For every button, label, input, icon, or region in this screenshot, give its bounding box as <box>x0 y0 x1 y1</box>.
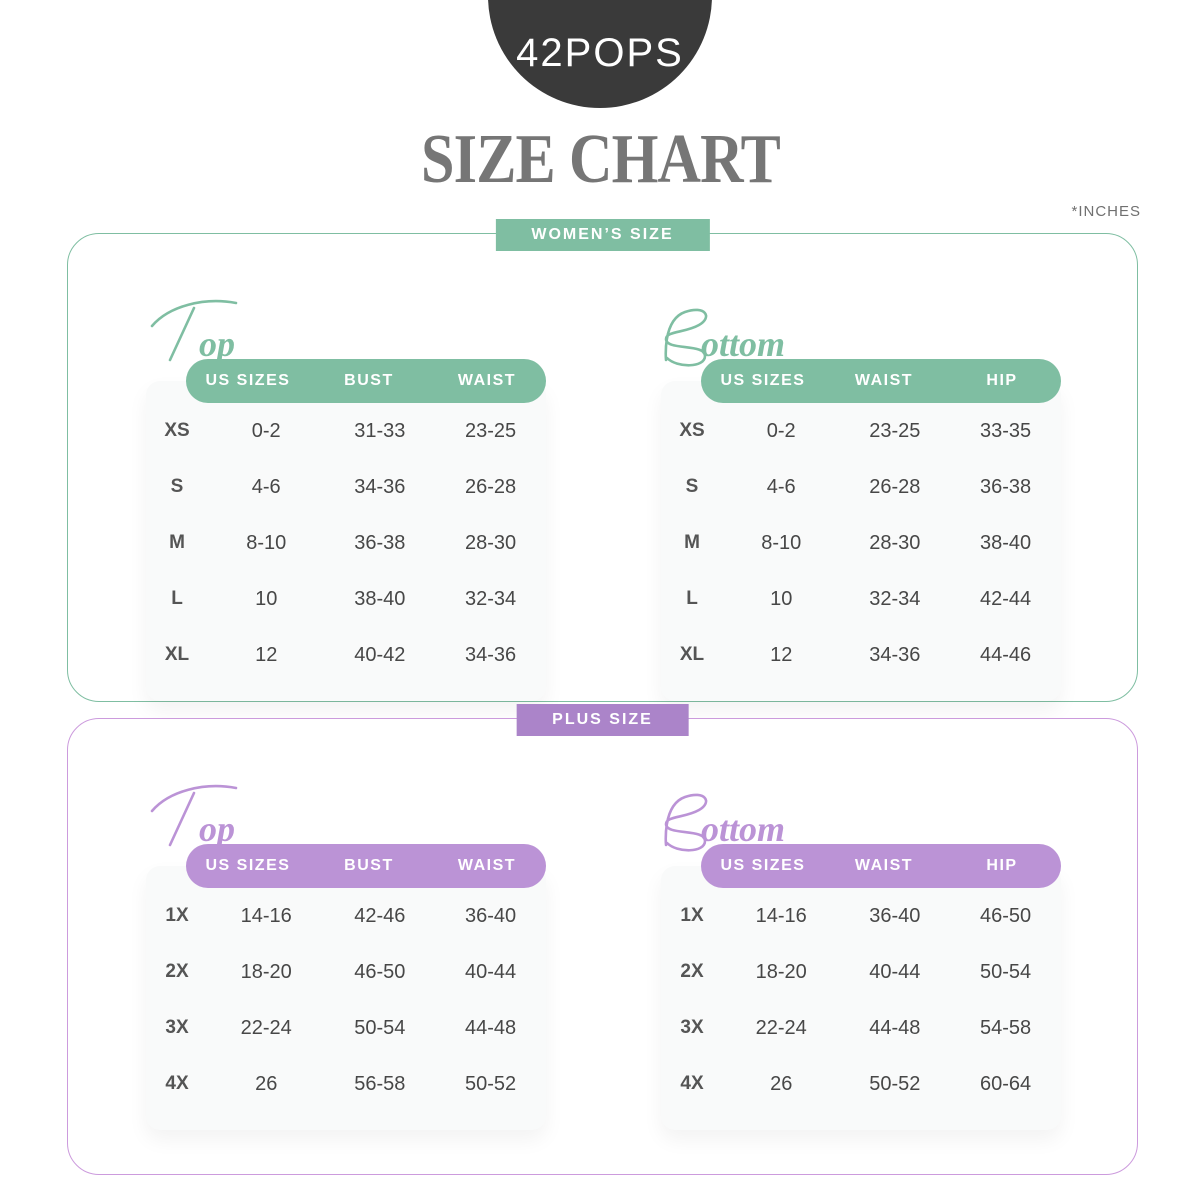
svg-text:ottom: ottom <box>701 324 785 364</box>
svg-text:op: op <box>199 809 235 849</box>
svg-text:op: op <box>199 324 235 364</box>
svg-text:ottom: ottom <box>701 809 785 849</box>
